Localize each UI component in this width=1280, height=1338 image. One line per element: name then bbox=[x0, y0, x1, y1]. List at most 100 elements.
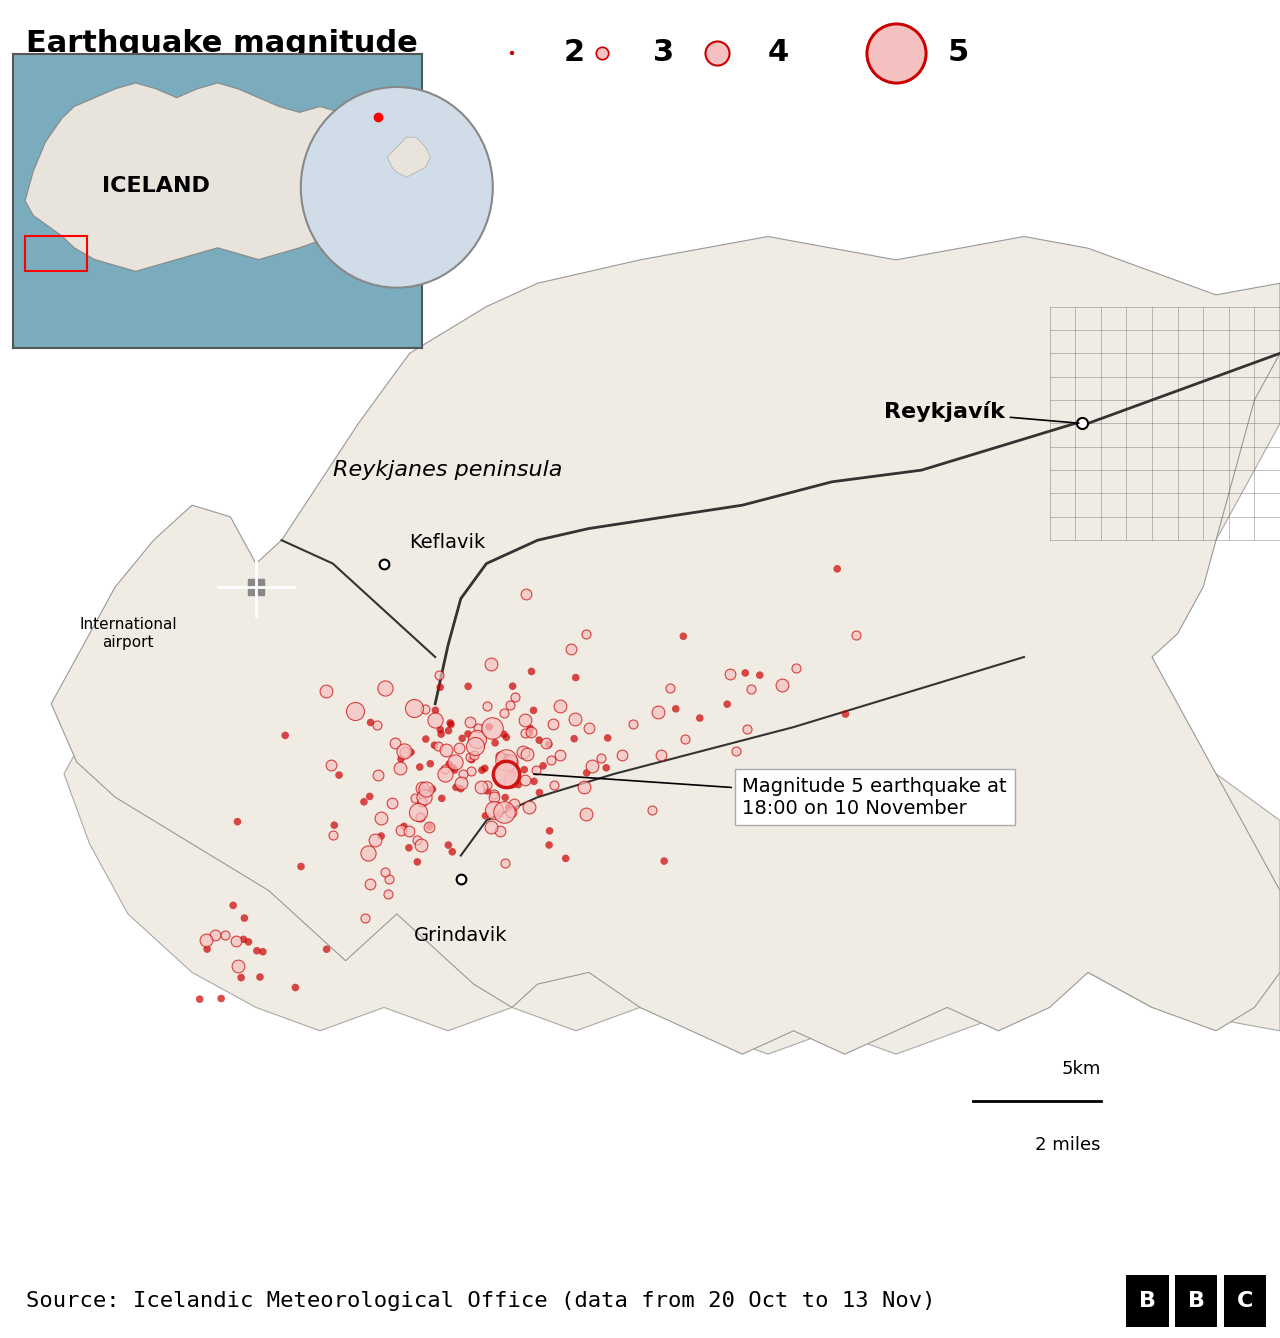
Point bbox=[316, 938, 337, 959]
Point bbox=[371, 826, 392, 847]
Point bbox=[471, 776, 492, 797]
Point bbox=[411, 834, 431, 855]
Point bbox=[494, 724, 515, 745]
Point bbox=[451, 777, 471, 799]
Point bbox=[500, 801, 521, 823]
Point bbox=[355, 907, 375, 929]
Polygon shape bbox=[26, 83, 389, 272]
Point bbox=[539, 733, 559, 755]
Point bbox=[425, 700, 445, 721]
Point bbox=[690, 708, 710, 729]
Point bbox=[581, 755, 602, 776]
Point bbox=[576, 763, 596, 784]
Polygon shape bbox=[51, 237, 1280, 1054]
Point bbox=[591, 748, 612, 769]
Point bbox=[659, 677, 680, 698]
Point bbox=[394, 741, 415, 763]
Point bbox=[750, 665, 771, 686]
Point bbox=[431, 788, 452, 809]
Point bbox=[497, 727, 517, 748]
Point bbox=[440, 713, 461, 735]
Point bbox=[197, 938, 218, 959]
Point bbox=[529, 781, 549, 803]
Point bbox=[579, 717, 599, 739]
Point bbox=[360, 874, 380, 895]
Point bbox=[518, 796, 539, 818]
Point bbox=[532, 755, 553, 776]
Point bbox=[461, 749, 481, 771]
Point bbox=[475, 805, 495, 827]
Point bbox=[419, 816, 439, 838]
Text: Magnitude 5 earthquake at
18:00 on 10 November: Magnitude 5 earthquake at 18:00 on 10 No… bbox=[534, 773, 1007, 818]
Point bbox=[549, 696, 570, 717]
Point bbox=[430, 719, 451, 740]
Point bbox=[407, 830, 428, 851]
Point bbox=[445, 776, 466, 797]
Point bbox=[412, 777, 433, 799]
Point bbox=[369, 765, 389, 787]
Point bbox=[515, 723, 535, 744]
Point bbox=[500, 694, 521, 716]
Point bbox=[440, 712, 461, 733]
Point bbox=[544, 775, 564, 796]
Point bbox=[389, 757, 410, 779]
Polygon shape bbox=[387, 138, 430, 178]
Point bbox=[225, 931, 246, 953]
Text: 2: 2 bbox=[563, 39, 585, 67]
Point bbox=[598, 728, 618, 749]
Text: B: B bbox=[1188, 1291, 1204, 1311]
Text: 5: 5 bbox=[947, 39, 969, 67]
Point bbox=[484, 799, 504, 820]
Point bbox=[591, 43, 612, 64]
Point bbox=[329, 764, 349, 785]
Point bbox=[444, 760, 465, 781]
Point bbox=[502, 43, 522, 64]
Point bbox=[407, 851, 428, 872]
Point bbox=[561, 638, 581, 660]
Point bbox=[576, 624, 596, 645]
Point bbox=[358, 842, 379, 863]
Point bbox=[573, 777, 594, 799]
Point bbox=[477, 696, 498, 717]
Point bbox=[252, 941, 273, 962]
Point bbox=[556, 848, 576, 870]
Point bbox=[415, 698, 435, 720]
Point bbox=[539, 820, 559, 842]
Point bbox=[422, 779, 443, 800]
Point bbox=[385, 732, 406, 753]
Point bbox=[540, 749, 561, 771]
Point bbox=[654, 851, 675, 872]
Point bbox=[435, 739, 456, 760]
Point bbox=[435, 764, 456, 785]
Point bbox=[489, 803, 509, 824]
Point bbox=[675, 728, 695, 749]
Point bbox=[485, 732, 506, 753]
Point bbox=[404, 787, 425, 808]
Point bbox=[429, 665, 449, 686]
Point bbox=[461, 760, 481, 781]
Point bbox=[375, 677, 396, 698]
Point bbox=[425, 709, 445, 731]
Point bbox=[460, 712, 480, 733]
Point bbox=[247, 941, 268, 962]
Point bbox=[394, 816, 415, 838]
Point bbox=[431, 724, 452, 745]
Text: Keflavik: Keflavik bbox=[410, 533, 486, 551]
Point bbox=[430, 677, 451, 698]
Point bbox=[275, 725, 296, 747]
Point bbox=[316, 681, 337, 702]
Point bbox=[648, 701, 668, 723]
Point bbox=[416, 779, 436, 800]
Point bbox=[403, 697, 424, 719]
Point bbox=[477, 780, 498, 801]
Point bbox=[652, 744, 672, 765]
Point bbox=[365, 828, 385, 850]
Point bbox=[506, 686, 526, 708]
Point bbox=[494, 702, 515, 724]
Point bbox=[472, 760, 493, 781]
Point bbox=[439, 753, 460, 775]
Point bbox=[419, 816, 439, 838]
Point bbox=[453, 763, 474, 784]
Point bbox=[498, 751, 518, 772]
Point bbox=[410, 756, 430, 777]
